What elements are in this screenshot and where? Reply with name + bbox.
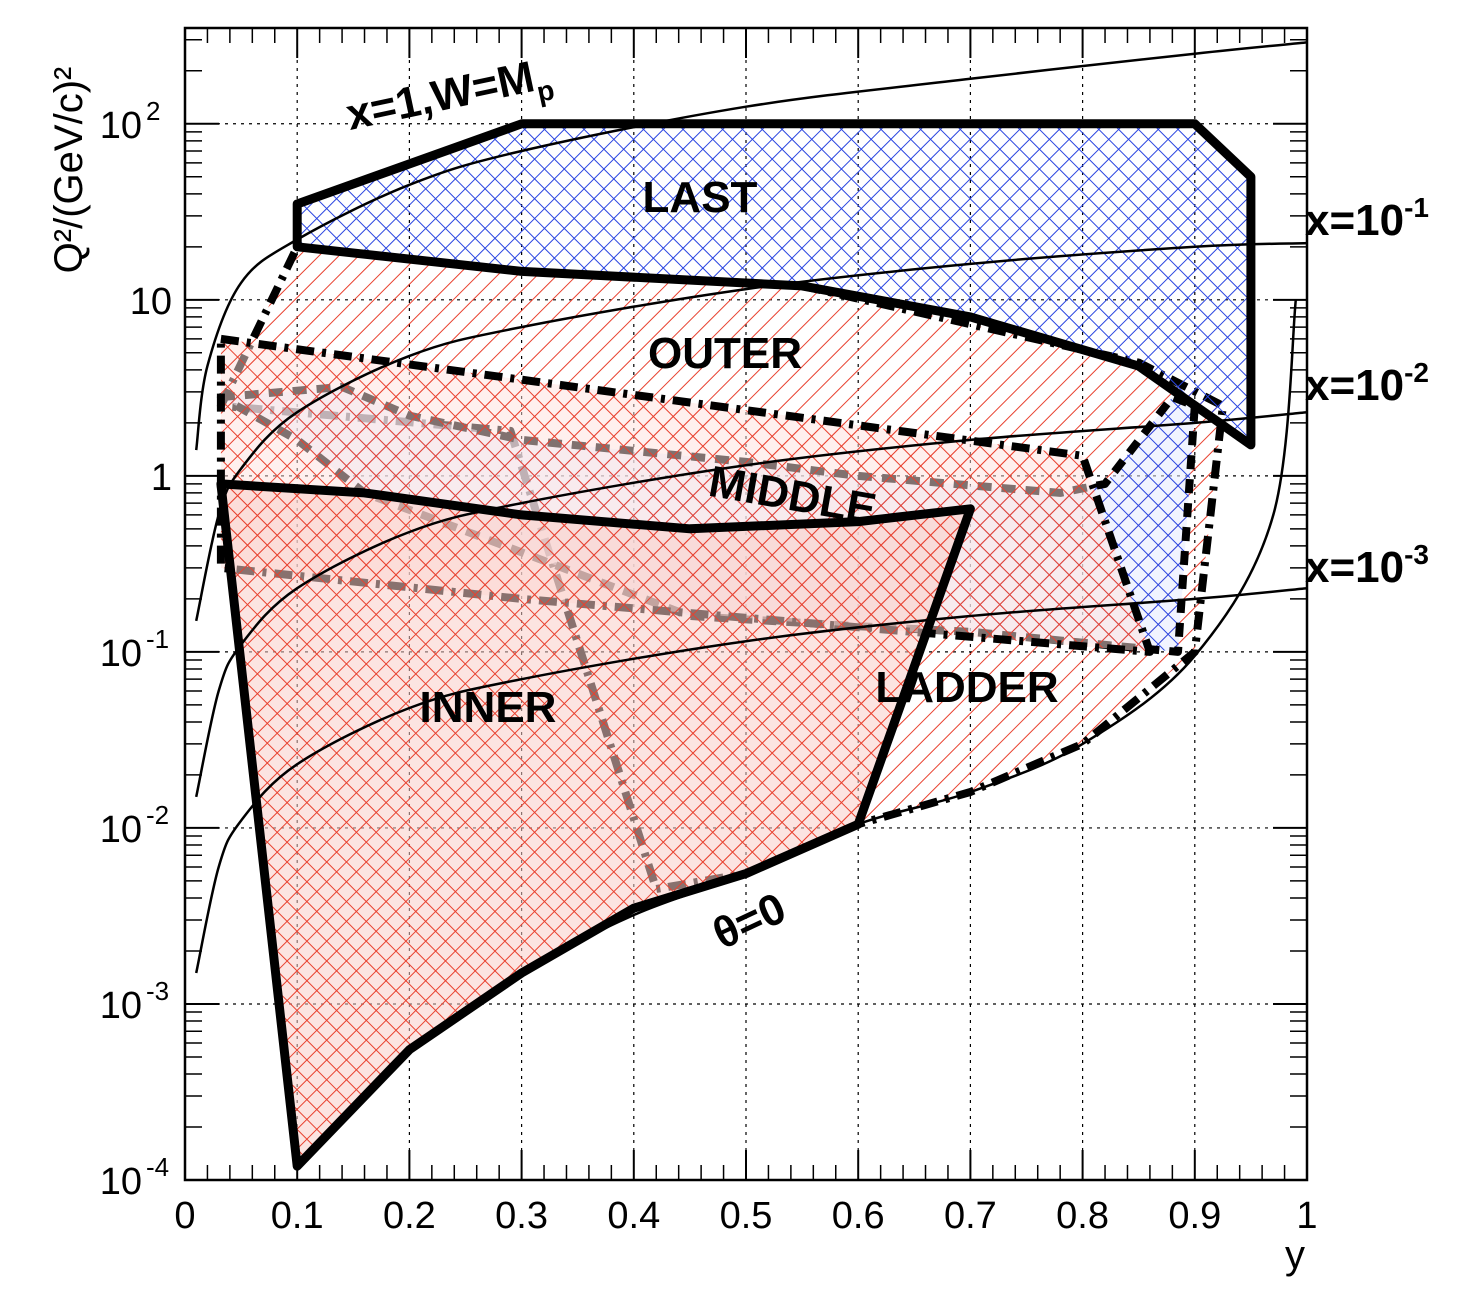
x-tick-label: 0.7 [944,1195,997,1237]
x-tick-label: 0.4 [607,1195,660,1237]
x-tick-label: 0.8 [1056,1195,1109,1237]
x-axis-title: y [1285,1233,1305,1277]
y-tick-label: 10 [130,281,172,323]
x-tick-label: 1 [1296,1195,1317,1237]
y-tick-label: 10 [100,809,142,851]
curve-0 [194,41,1307,451]
y-tick-exponent: 2 [146,96,160,126]
region-last-outline [292,119,1256,450]
kinematic-curves [194,41,1307,1167]
region-label-last: LAST [643,173,758,222]
curve-label: θ=0 [706,883,794,959]
y-tick-exponent: -3 [146,976,169,1006]
x-tick-label: 0.9 [1168,1195,1221,1237]
y-tick-exponent: -2 [146,800,169,830]
y-tick-exponent: -1 [146,624,169,654]
region-ladder-outline [216,334,1154,656]
curve-label: x=10-2 [1305,357,1429,410]
curve-1 [194,241,1307,622]
axis-ticks [184,28,1308,1181]
y-tick-label: 1 [151,457,172,499]
curve-3 [194,586,1307,974]
y-axis-title: Q²/(GeV/c)² [47,67,91,274]
region-label-ladder: LADDER [875,663,1058,712]
curve-4 [296,299,1298,1167]
y-tick-label: 10 [100,105,142,147]
y-tick-label: 10 [100,633,142,675]
region-label-outer: OUTER [648,329,802,378]
curve-2 [194,410,1307,798]
regions [216,119,1256,1171]
curve-label: x=10-1 [1305,192,1429,245]
y-tick-exponent: -4 [146,1152,169,1182]
y-tick-label: 10 [100,1161,142,1203]
curve-label: x=10-3 [1305,539,1429,592]
x-tick-label: 0 [174,1195,195,1237]
region-label-inner: INNER [420,683,557,732]
x-tick-label: 0.2 [383,1195,436,1237]
x-tick-label: 0.3 [495,1195,548,1237]
x-tick-label: 0.1 [271,1195,324,1237]
x-tick-label: 0.5 [720,1195,773,1237]
y-tick-label: 10 [100,985,142,1027]
x-tick-label: 0.6 [832,1195,885,1237]
region-inner-hatch [220,483,971,1167]
